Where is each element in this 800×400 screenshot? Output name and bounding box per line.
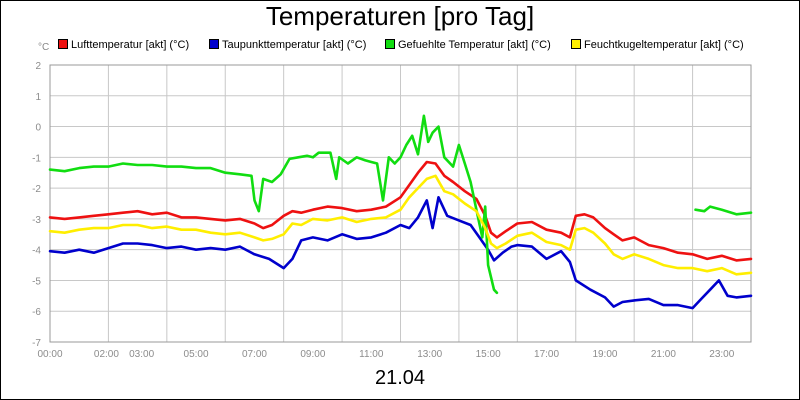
y-tick-label: -1 <box>32 153 41 164</box>
x-tick-label: 09:00 <box>300 349 325 360</box>
y-tick-label: -3 <box>32 215 41 226</box>
series-line-4 <box>48 174 753 276</box>
y-tick-label: -4 <box>32 246 41 257</box>
x-tick-label: 15:00 <box>476 349 501 360</box>
x-tick-label: 17:00 <box>534 349 559 360</box>
x-tick-label: 03:00 <box>129 349 154 360</box>
series-line-3 <box>694 205 753 216</box>
legend-swatch <box>58 39 68 49</box>
legend-label: Gefuehlte Temperatur [akt] (°C) <box>398 39 551 51</box>
x-tick-label: 11:00 <box>359 349 384 360</box>
chart-legend: Lufttemperatur [akt] (°C) Taupunkttempera… <box>58 39 790 53</box>
legend-label: Feuchtkugeltemperatur [akt] (°C) <box>584 39 744 51</box>
legend-swatch <box>209 39 219 49</box>
legend-swatch <box>571 39 581 49</box>
x-tick-label: 23:00 <box>709 349 734 360</box>
y-tick-label: -2 <box>32 184 41 195</box>
y-tick-label: 0 <box>35 123 41 134</box>
chart-title: Temperaturen [pro Tag] <box>265 1 535 31</box>
x-tick-label: 07:00 <box>242 349 267 360</box>
y-tick-label: -5 <box>32 276 41 287</box>
x-tick-label: 02:00 <box>94 349 119 360</box>
series-line-2 <box>48 196 753 310</box>
x-tick-label: 19:00 <box>592 349 617 360</box>
y-axis-unit: °C <box>38 42 50 53</box>
y-tick-label: 1 <box>35 92 41 103</box>
legend-item: Lufttemperatur [akt] (°C) <box>58 39 189 51</box>
x-tick-label: 21:00 <box>651 349 676 360</box>
y-tick-label: -6 <box>32 307 41 318</box>
legend-swatch <box>385 39 395 49</box>
legend-label: Lufttemperatur [akt] (°C) <box>71 39 190 51</box>
legend-item: Taupunkttemperatur [akt] (°C) <box>209 39 366 51</box>
legend-item: Feuchtkugeltemperatur [akt] (°C) <box>571 39 744 51</box>
x-tick-label: 13:00 <box>417 349 442 360</box>
series-line-1 <box>48 160 753 262</box>
legend-label: Taupunkttemperatur [akt] (°C) <box>222 39 367 51</box>
x-axis-date-label: 21.04 <box>374 367 426 389</box>
x-tick-label: 00:00 <box>37 349 62 360</box>
legend-item: Gefuehlte Temperatur [akt] (°C) <box>385 39 551 51</box>
y-tick-label: 2 <box>35 61 41 72</box>
series-line-3 <box>48 114 499 295</box>
y-tick-label: -7 <box>32 338 41 349</box>
plot-border <box>49 64 752 343</box>
x-tick-label: 05:00 <box>184 349 209 360</box>
